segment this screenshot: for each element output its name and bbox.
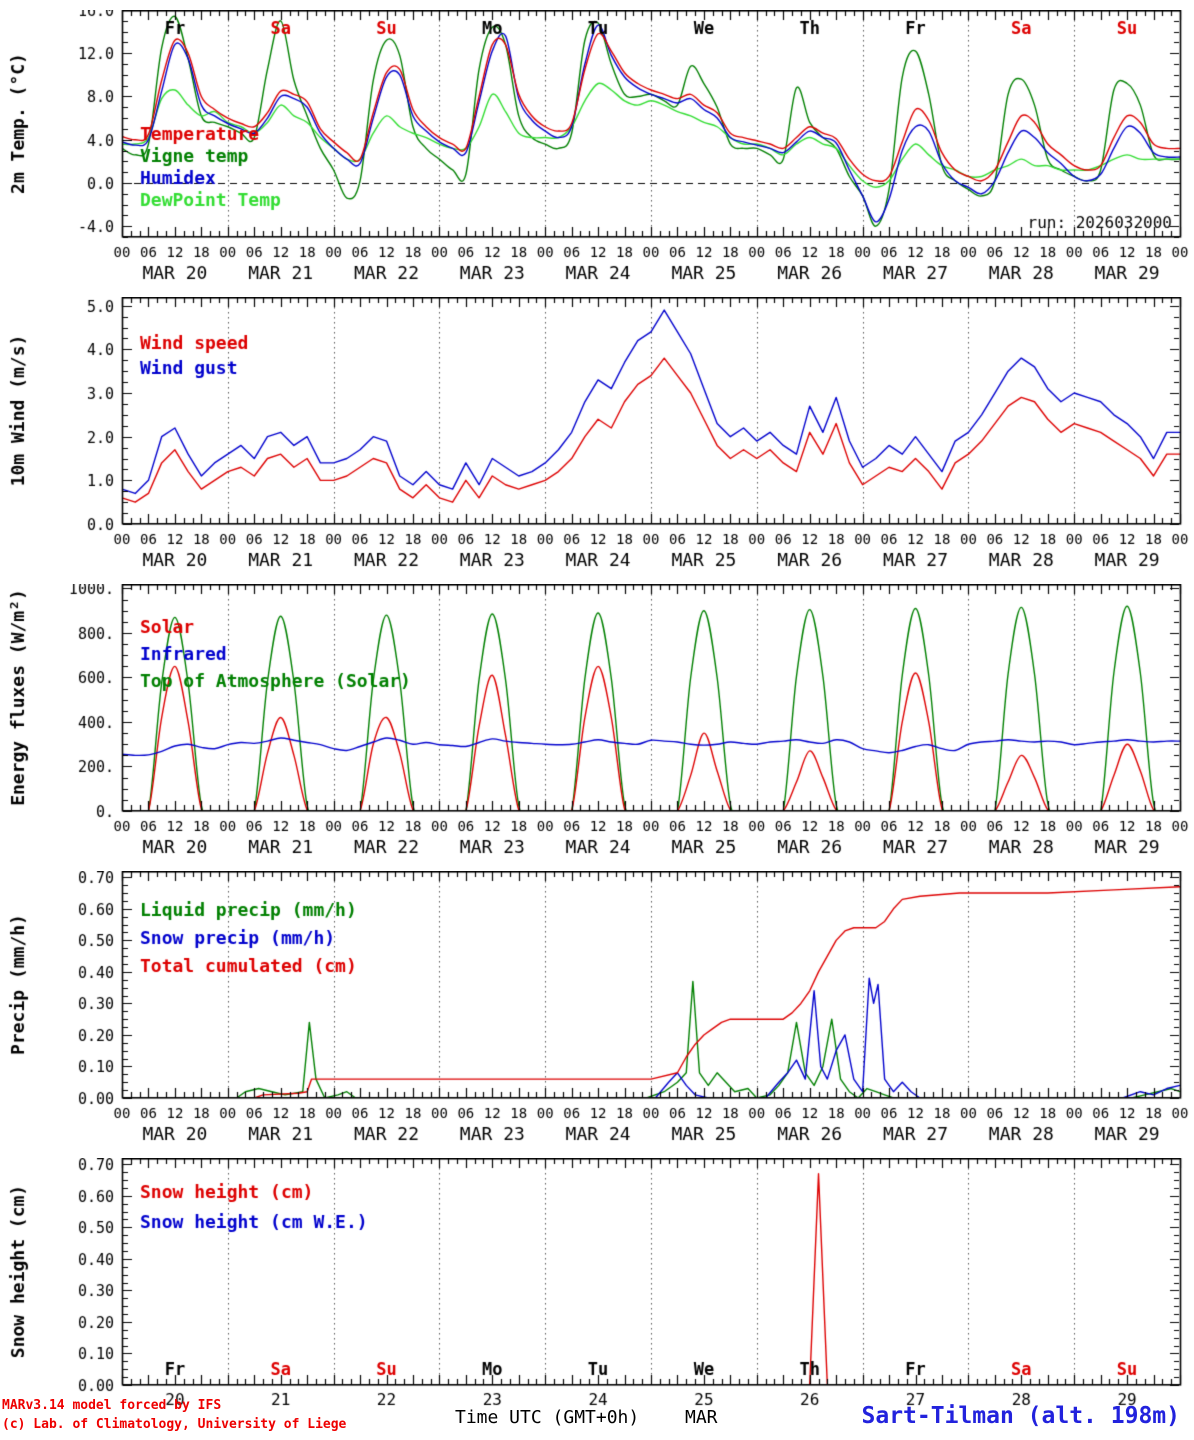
wind-panel-canvas [0,297,1194,584]
energy-panel-canvas [0,584,1194,871]
snow-panel-canvas [0,1158,1194,1440]
precip-panel-canvas [0,871,1194,1158]
model-credit-line2: (c) Lab. of Climatology, University of L… [2,1417,347,1432]
time-axis-label: Time UTC (GMT+0h) [455,1407,640,1428]
month-label: MAR [685,1407,718,1428]
temp-panel-canvas [0,10,1194,297]
station-label: Sart-Tilman (alt. 198m) [861,1403,1181,1429]
model-credit-line1: MARv3.14 model forced by IFS [2,1398,222,1413]
